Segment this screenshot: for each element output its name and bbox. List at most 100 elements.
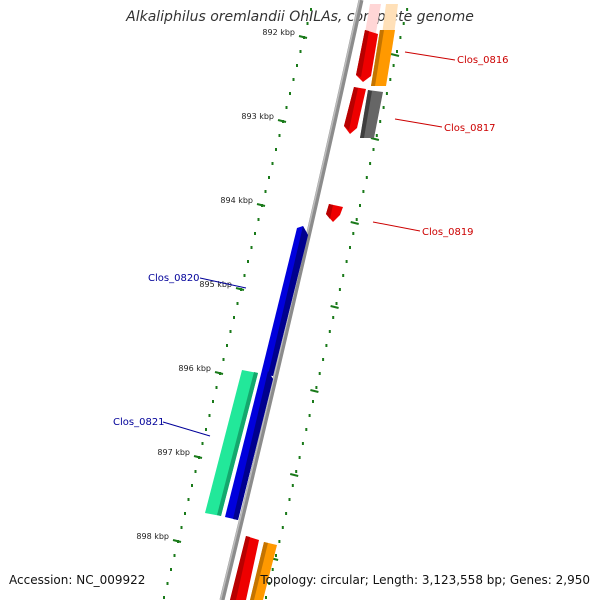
track-dot [328,330,331,333]
kbp-tick-label: 897 kbp [157,448,190,457]
track-dot [301,442,304,445]
track-dot [205,428,207,431]
track-dot [385,92,388,95]
track-dot [365,176,368,179]
kbp-tick-label: 898 kbp [136,532,169,541]
track-dot [332,316,335,319]
track-dot [236,302,239,305]
kbp-tick-mark-outer [310,389,319,393]
track-dot [342,274,345,277]
kbp-tick-mark [235,287,245,291]
track-dot [298,456,301,459]
kbp-tick-label: 892 kbp [262,28,295,37]
track-dot [296,64,298,67]
kbp-tick-mark-outer [289,473,299,477]
track-dot [180,526,183,529]
track-dot [257,218,260,221]
track-dot [194,470,197,473]
track-dot [226,344,228,347]
track-dot [406,8,409,11]
track-dot [389,78,392,81]
track-dot [315,386,318,389]
track-dot [184,512,186,515]
genome-summary-text: Topology: circular; Length: 3,123,558 bp… [260,573,590,587]
track-dot [310,8,312,11]
track-dot [382,106,385,109]
track-dot [173,554,176,557]
track-dot [295,470,298,473]
track-dot [250,246,253,249]
track-dot [201,442,204,445]
track-dot [268,176,270,179]
track-dot [271,162,274,165]
feature-clos-0821-teal[interactable] [205,370,258,516]
track-dot [375,134,378,137]
track-dot [322,358,325,361]
track-dot [352,232,355,235]
kbp-tick-mark-outer [350,221,359,225]
accession-text: Accession: NC_009922 [9,573,146,587]
track-dot [335,302,338,305]
features-forward [230,4,398,600]
track-dot [372,148,375,151]
track-dot [292,78,295,81]
track-dot [308,414,311,417]
track-dot [208,414,211,417]
gene-labels: Clos_0816 Clos_0817 Clos_0819 Clos_0820 … [113,51,509,437]
label-clos-0819[interactable]: Clos_0819 [422,227,474,238]
track-dot [166,582,169,585]
track-dot [233,316,235,319]
track-dot [191,484,193,487]
kbp-tick-label: 895 kbp [199,280,232,289]
track-dot [281,526,284,529]
track-dot [285,512,288,515]
track-dot [312,400,314,403]
track-dot [229,330,232,333]
track-dot [285,106,288,109]
track-dot [399,36,402,39]
kbp-tick-mark [214,371,224,375]
kbp-tick-mark [256,203,266,207]
track-dot [212,400,214,403]
features-reverse [205,226,308,520]
kbp-tick-mark [193,455,203,459]
track-dot [187,498,190,501]
track-dot [288,498,291,501]
label-clos-0816[interactable]: Clos_0816 [457,55,509,66]
track-dot [264,190,267,193]
track-dot [345,260,348,263]
track-dot [305,428,308,431]
kbp-tick-label: 893 kbp [241,112,274,121]
track-dot [222,358,225,361]
label-clos-0820[interactable]: Clos_0820 [148,273,200,284]
kbp-tick-mark-outer [370,137,380,141]
label-clos-0817[interactable]: Clos_0817 [444,123,496,134]
track-dot [247,260,249,263]
track-dot [278,134,281,137]
track-dot [289,92,291,95]
track-dot [362,190,365,193]
track-dot [243,274,246,277]
kbp-tick-mark [172,539,182,543]
track-dot [359,204,361,207]
track-dot [402,22,405,25]
track-dot [278,540,281,543]
track-dot [338,288,341,291]
track-dot [170,568,172,571]
track-dot [275,554,277,557]
track-dot [268,582,271,585]
track-dot [379,120,382,123]
track-dot [275,148,277,151]
track-dot [299,50,302,53]
track-dot [254,232,256,235]
track-dot [396,50,398,53]
track-dot [265,596,267,599]
kbp-tick-mark-outer [330,305,339,309]
kbp-ticks: 892 kbp 893 kbp 894 kbp 895 kbp 896 kbp 897 k… [136,28,400,561]
track-dot [291,484,294,487]
kbp-tick-mark-outer [390,53,400,57]
label-clos-0821[interactable]: Clos_0821 [113,417,165,428]
track-dot [325,344,328,347]
